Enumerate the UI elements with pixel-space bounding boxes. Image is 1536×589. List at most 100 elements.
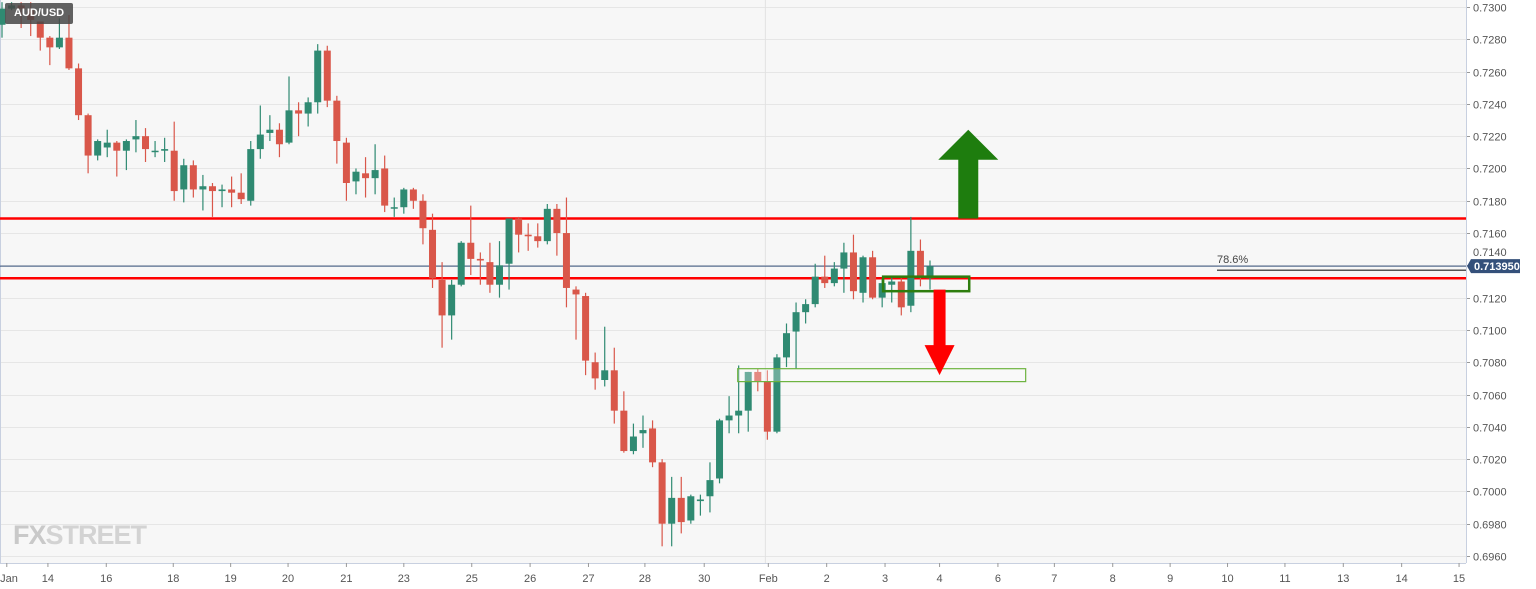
- grid: [0, 0, 1466, 563]
- zone-box: [881, 275, 971, 293]
- candle-body: [849, 252, 857, 292]
- candle-up: [696, 494, 704, 516]
- logo-street: STREET: [45, 520, 148, 550]
- x-tick-label: 21: [340, 573, 352, 585]
- candle-up: [400, 187, 408, 214]
- candle-up: [629, 423, 637, 455]
- candle-body: [515, 218, 523, 235]
- candle-down: [333, 95, 341, 164]
- candle-body: [897, 281, 905, 308]
- x-tick-label: Feb: [759, 573, 778, 585]
- candle-up: [352, 168, 360, 195]
- candle-body: [314, 50, 322, 103]
- candle-up: [859, 255, 867, 303]
- y-tick-label: 0.7240: [1473, 100, 1507, 112]
- current-price-badge: [1467, 259, 1520, 274]
- candle-body: [687, 496, 695, 521]
- x-tick-label: 27: [582, 573, 594, 585]
- y-tick-label: 0.7040: [1473, 423, 1507, 435]
- x-tick-label: 14: [1396, 573, 1408, 585]
- candle-down: [438, 262, 446, 348]
- candle-body: [467, 242, 475, 259]
- candle-body: [323, 50, 331, 101]
- x-tick-label: 9: [1167, 573, 1173, 585]
- candle-down: [562, 197, 570, 308]
- candles: [0, 2, 934, 547]
- candle-body: [792, 312, 800, 332]
- candle-up: [505, 218, 513, 290]
- candle-body: [84, 115, 92, 156]
- candle-body: [744, 371, 752, 411]
- candle-up: [199, 174, 207, 211]
- candle-body: [763, 381, 771, 432]
- candle-down: [113, 141, 121, 177]
- candle-body: [601, 370, 609, 380]
- candle-up: [247, 141, 255, 206]
- candle-up: [103, 129, 111, 158]
- candle-body: [180, 165, 188, 190]
- x-tick-label: 2: [824, 573, 830, 585]
- candle-up: [830, 262, 838, 287]
- candle-down: [75, 63, 83, 121]
- candle-body: [639, 430, 647, 434]
- candle-up: [687, 494, 695, 524]
- candle-body: [543, 208, 551, 242]
- candle-up: [716, 418, 724, 484]
- candle-down: [65, 15, 73, 70]
- candle-up: [371, 144, 379, 195]
- candle-body: [371, 170, 379, 179]
- x-tick-label: Jan: [0, 573, 18, 585]
- y-tick-label: 0.7280: [1473, 35, 1507, 47]
- y-tick-label: 0.7160: [1473, 229, 1507, 241]
- candle-body: [237, 192, 245, 200]
- x-tick-label: 14: [42, 573, 54, 585]
- candle-body: [448, 284, 456, 316]
- candle-up: [94, 139, 102, 161]
- candle-up: [735, 365, 743, 434]
- candle-up: [782, 323, 790, 368]
- current-price-label: 0.713950: [1474, 261, 1520, 273]
- candle-body: [735, 410, 743, 416]
- candle-body: [534, 236, 542, 242]
- candle-up: [543, 203, 551, 245]
- candle-up: [792, 302, 800, 369]
- x-tick-label: 6: [995, 573, 1001, 585]
- candle-body: [821, 276, 829, 284]
- x-tick-label: 18: [167, 573, 179, 585]
- candle-up: [811, 263, 819, 308]
- candle-body: [830, 268, 838, 284]
- candle-body: [161, 149, 169, 151]
- candle-body: [275, 129, 283, 145]
- candle-body: [409, 189, 417, 201]
- candle-down: [582, 292, 590, 376]
- y-tick-label: 0.6980: [1473, 520, 1507, 532]
- y-tick-label: 0.7000: [1473, 487, 1507, 499]
- candle-body: [696, 499, 704, 502]
- fib-label: 78.6%: [1217, 254, 1248, 266]
- candle-down: [658, 459, 666, 547]
- candle-body: [103, 142, 111, 148]
- y-tick-label: 0.7220: [1473, 132, 1507, 144]
- candle-body: [524, 234, 532, 237]
- candle-down: [342, 137, 350, 201]
- candle-down: [869, 250, 877, 300]
- candle-up: [266, 115, 274, 142]
- candle-up: [773, 354, 781, 434]
- candle-down: [84, 113, 92, 174]
- y-tick-label: 0.7100: [1473, 326, 1507, 338]
- candle-down: [228, 176, 236, 208]
- candle-body: [208, 186, 216, 192]
- candle-down: [591, 352, 599, 390]
- candle-body: [649, 428, 657, 463]
- logo-fx: FX: [13, 520, 47, 550]
- candle-up: [0, 2, 6, 38]
- x-tick-label: 20: [282, 573, 294, 585]
- candle-down: [677, 476, 685, 534]
- y-tick-label: 0.7200: [1473, 164, 1507, 176]
- candle-up: [448, 279, 456, 340]
- candle-body: [802, 304, 810, 313]
- candle-body: [122, 141, 130, 151]
- candle-body: [256, 134, 264, 150]
- candle-down: [620, 391, 628, 453]
